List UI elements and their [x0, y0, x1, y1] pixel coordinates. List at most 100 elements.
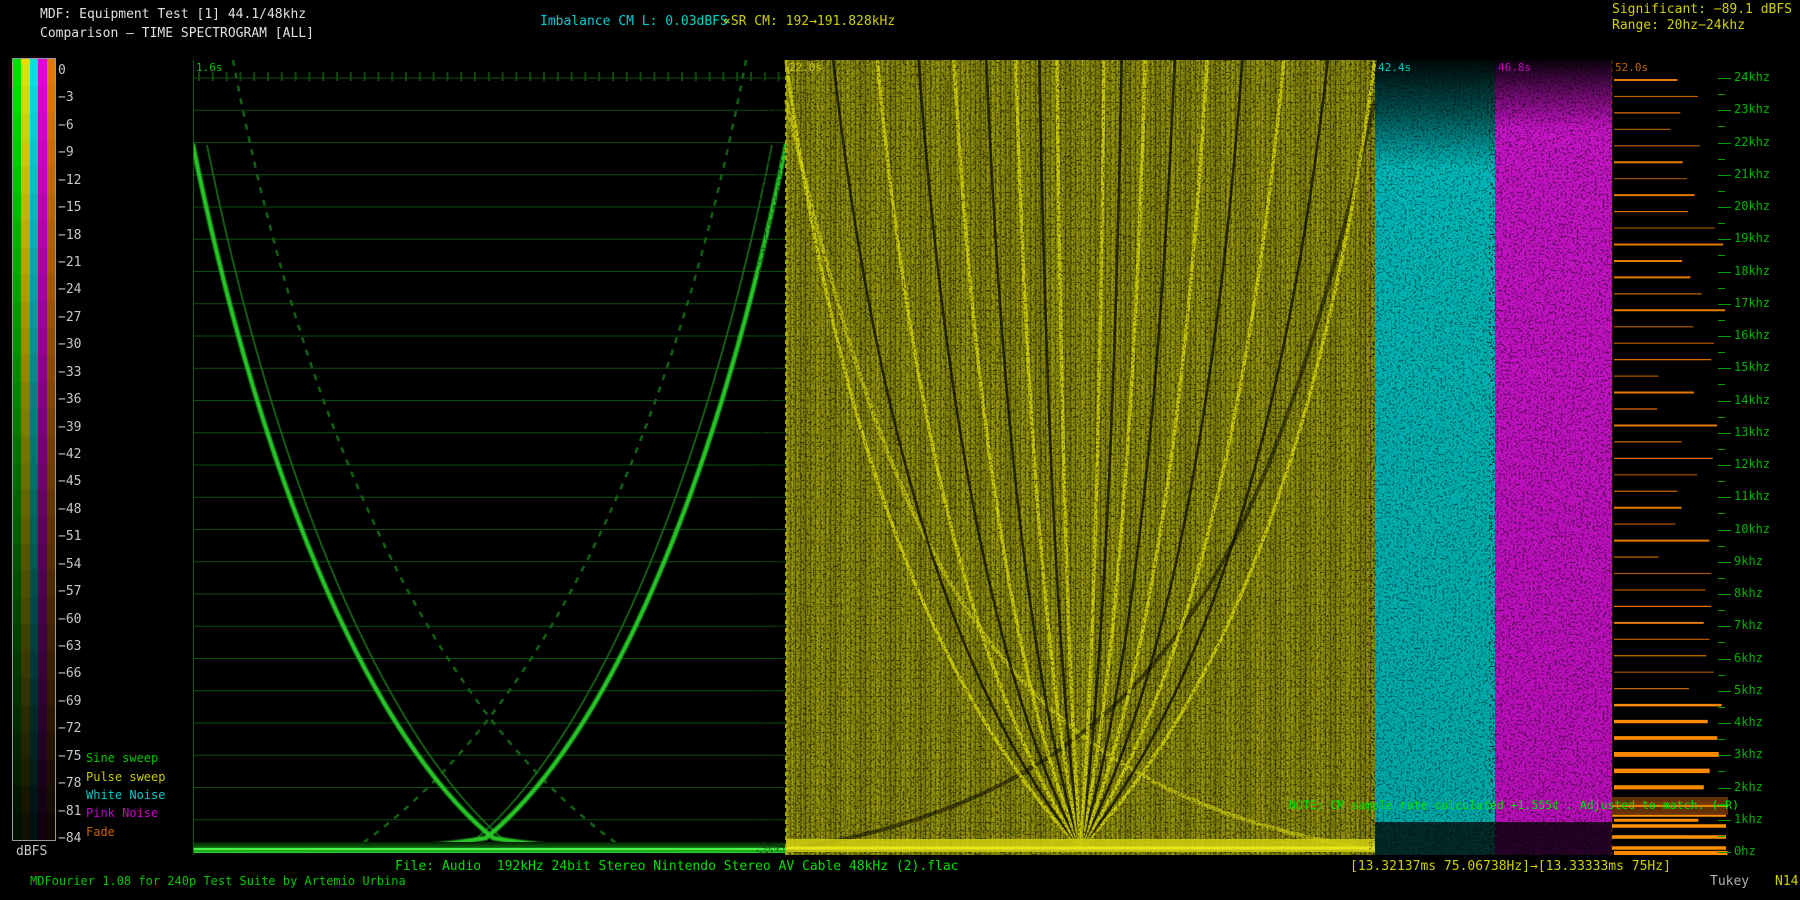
freq-minor-tick: [1718, 384, 1725, 385]
legend-item-pulse-sweep: Pulse sweep: [86, 770, 166, 784]
sine-sweep-dim-curve-up: [355, 60, 748, 850]
freq-axis-label: 10khz: [1734, 522, 1771, 536]
freq-minor-tick: [1718, 642, 1725, 643]
freq-axis-label: 14khz: [1734, 393, 1771, 407]
khz-grid-lines: [193, 72, 786, 853]
db-scale-label: −63: [58, 639, 82, 654]
freq-axis-label: 24khz: [1734, 70, 1771, 84]
freq-major-tick: [1718, 239, 1731, 240]
freq-major-tick: [1718, 723, 1731, 724]
freq-minor-tick: [1718, 481, 1725, 482]
db-scale-label: −66: [58, 666, 82, 681]
imbalance-readout: Imbalance CM L: 0.03dBFS: [540, 14, 728, 29]
freq-minor-tick: [1718, 707, 1725, 708]
freq-major-tick: [1718, 465, 1731, 466]
white-noise-speckle: [1375, 60, 1495, 822]
freq-major-tick: [1718, 401, 1731, 402]
pulse-sweep-bottom-band: [786, 839, 1375, 852]
significant-readout: Significant: −89.1 dBFS: [1612, 2, 1793, 17]
freq-major-tick: [1718, 110, 1731, 111]
white-noise-bottom: [1375, 822, 1495, 855]
pink-noise-section: [1495, 60, 1612, 855]
freq-axis-label: 4khz: [1734, 715, 1763, 729]
freq-axis-label: 3khz: [1734, 747, 1763, 761]
freq-minor-tick: [1718, 417, 1725, 418]
freq-axis-label: 7khz: [1734, 618, 1763, 632]
freq-major-tick: [1718, 788, 1731, 789]
freq-axis-label: 17khz: [1734, 296, 1771, 310]
samplerate-readout: ∝SR CM: 192→191.828kHz: [723, 14, 896, 29]
db-scale-label: −9: [58, 145, 74, 160]
sine-sweep-section: [193, 60, 789, 853]
freq-axis-label: 6khz: [1734, 651, 1763, 665]
db-scale-label: −57: [58, 584, 82, 599]
legend-item-white-noise: White Noise: [86, 788, 166, 802]
freq-axis-label: 1khz: [1734, 812, 1763, 826]
db-scale-label: −75: [58, 749, 82, 764]
db-scale-label: −78: [58, 776, 82, 791]
time-label-42.4s: 42.4s: [1378, 61, 1412, 74]
db-color-scale: [12, 58, 56, 841]
freq-axis-label: 20khz: [1734, 199, 1771, 213]
freq-major-tick: [1718, 368, 1731, 369]
db-scale-label: −72: [58, 721, 82, 736]
db-scale-label: −60: [58, 612, 82, 627]
sine-sweep-echo-up: [475, 144, 773, 840]
freq-minor-tick: [1718, 255, 1725, 256]
freq-minor-tick: [1718, 513, 1725, 514]
range-readout: Range: 20hz−24khz: [1612, 18, 1746, 33]
freq-minor-tick: [1718, 739, 1725, 740]
sine-sweep-curve-down: [193, 142, 789, 853]
freq-minor-tick: [1718, 288, 1725, 289]
freq-major-tick: [1718, 659, 1731, 660]
color-scale-strip-4: [46, 59, 56, 840]
freq-minor-tick: [1718, 94, 1725, 95]
freq-axis-label: 9khz: [1734, 554, 1763, 568]
freq-minor-tick: [1718, 578, 1725, 579]
db-unit-label: dBFS: [16, 844, 48, 859]
view-title: Comparison — TIME SPECTROGRAM [ALL]: [40, 26, 314, 41]
window-size: N14: [1775, 874, 1799, 889]
time-label-46.8s: 46.8s: [1498, 61, 1532, 74]
sine-sweep-echo-down: [206, 144, 504, 840]
freq-axis-label: 0hz: [1734, 844, 1756, 858]
db-scale-label: −51: [58, 529, 82, 544]
freq-axis-label: 22khz: [1734, 135, 1771, 149]
freq-minor-tick: [1718, 191, 1725, 192]
db-scale-label: −15: [58, 200, 82, 215]
db-scale-label: −48: [58, 502, 82, 517]
spectrogram-plot: 1.6s 22.0s 42.4s 46.8s 52.0s NOTE: CM sample…: [193, 60, 1739, 855]
freq-major-tick: [1718, 175, 1731, 176]
db-scale-label: −30: [58, 337, 82, 352]
db-scale-label: −24: [58, 282, 82, 297]
white-noise-section: [1375, 60, 1495, 855]
freq-minor-tick: [1718, 126, 1725, 127]
freq-minor-tick: [1718, 320, 1725, 321]
db-scale-label: 0: [58, 63, 66, 78]
color-scale-strip-0: [13, 59, 22, 840]
db-scale-label: −27: [58, 310, 82, 325]
freq-major-tick: [1718, 497, 1731, 498]
app-credit: MDFourier 1.08 for 240p Test Suite by Ar…: [30, 874, 406, 888]
time-label-22.0s: 22.0s: [789, 61, 823, 74]
freq-major-tick: [1718, 755, 1731, 756]
freq-major-tick: [1718, 562, 1731, 563]
db-scale-label: −84: [58, 831, 82, 846]
db-scale-label: −18: [58, 228, 82, 243]
freq-axis-label: 23khz: [1734, 102, 1771, 116]
freq-major-tick: [1718, 336, 1731, 337]
db-scale-label: −21: [58, 255, 82, 270]
db-scale-label: −81: [58, 804, 82, 819]
legend-item-sine-sweep: Sine sweep: [86, 751, 159, 765]
freq-minor-tick: [1718, 352, 1725, 353]
freq-minor-tick: [1718, 223, 1725, 224]
freq-major-tick: [1718, 594, 1731, 595]
freq-minor-tick: [1718, 675, 1725, 676]
freq-minor-tick: [1718, 771, 1725, 772]
freq-axis-label: 18khz: [1734, 264, 1771, 278]
sample-rate-note: NOTE: CM sample rate calculated +1.555¢ …: [1289, 798, 1740, 812]
freq-major-tick: [1718, 207, 1731, 208]
freq-major-tick: [1718, 691, 1731, 692]
pink-noise-bottom: [1495, 822, 1612, 855]
